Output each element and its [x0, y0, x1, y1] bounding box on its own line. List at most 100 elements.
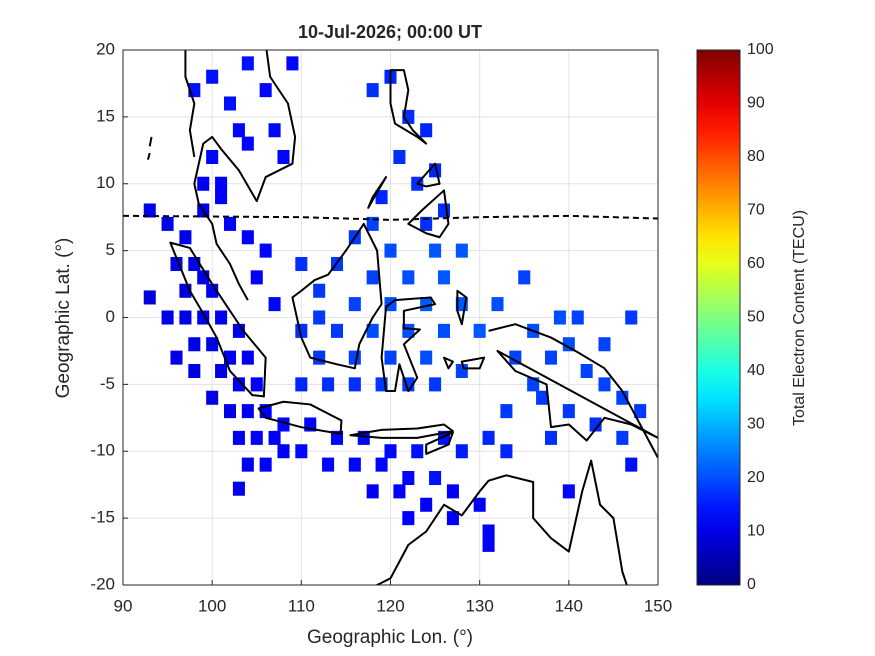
tec-patch [313, 283, 326, 298]
tec-patch [411, 444, 424, 459]
tec-patch [518, 270, 531, 285]
tec-patch [455, 363, 468, 379]
tec-patch [482, 524, 495, 539]
tec-patch [250, 430, 263, 445]
tec-patch [241, 136, 254, 151]
tec-patch [580, 363, 593, 379]
tec-patch [536, 390, 549, 405]
tec-patch [625, 457, 638, 472]
tec-patch [384, 444, 397, 459]
tec-patch [188, 256, 201, 272]
tec-patch [259, 83, 272, 98]
y-tick-label: 20 [96, 39, 115, 58]
tec-patch [429, 470, 442, 486]
tec-patch [562, 404, 575, 419]
tec-patch [179, 310, 192, 325]
tec-patch [277, 149, 290, 165]
tec-patch [250, 377, 263, 392]
tec-patch [197, 310, 210, 325]
tec-patch [366, 323, 379, 338]
x-tick-label: 120 [376, 596, 404, 615]
tec-patch [206, 69, 219, 84]
y-tick-label: 5 [106, 240, 115, 259]
tec-patch [348, 350, 361, 365]
tec-patch [268, 123, 281, 138]
y-tick-label: 0 [106, 307, 115, 326]
tec-patch [437, 270, 451, 285]
colorbar-tick-label: 30 [747, 416, 765, 433]
tec-patch [429, 243, 442, 258]
y-tick-label: -20 [90, 574, 115, 593]
tec-patch [143, 203, 156, 218]
colorbar-tick-label: 70 [747, 202, 765, 219]
tec-patch [232, 481, 245, 496]
y-tick-label: -15 [90, 508, 115, 527]
axes: 90 100 110 120 130 140 150 -20 -15 -10 -5 0 5 10 15 20 0… [90, 39, 773, 615]
x-tick-label: 90 [114, 596, 133, 615]
tec-patch [348, 377, 361, 392]
tec-patch [268, 297, 281, 312]
tec-patch [241, 457, 254, 472]
tec-patch [375, 457, 388, 472]
tec-patch [420, 497, 433, 512]
tec-patch [402, 511, 415, 526]
tec-patch [384, 350, 397, 365]
tec-patch [402, 470, 415, 486]
coastlines [123, 43, 658, 598]
tec-patch [179, 230, 192, 245]
tec-patch [616, 430, 629, 445]
tec-patch [268, 430, 281, 445]
tec-patch [295, 444, 308, 459]
chart-title: 10-Jul-2026; 00:00 UT [298, 22, 482, 42]
tec-patch [393, 149, 406, 165]
tec-patch [375, 190, 388, 205]
colorbar-tick-label: 50 [747, 309, 765, 326]
tec-patch [215, 190, 228, 205]
tec-patch [223, 216, 237, 231]
tec-patch [215, 176, 228, 191]
tec-patch [313, 350, 326, 365]
tec-patch [366, 270, 379, 285]
colorbar-tick-label: 100 [747, 41, 774, 58]
tec-patch [348, 457, 361, 472]
tec-patch [215, 310, 228, 325]
x-tick-label: 140 [555, 596, 583, 615]
tec-patch [544, 350, 558, 365]
y-tick-label: 15 [96, 106, 115, 125]
tec-patch [402, 270, 415, 285]
tec-patch [313, 310, 326, 325]
tec-patch [241, 350, 254, 365]
tec-patch [232, 377, 245, 392]
tec-patch [482, 537, 495, 552]
x-axis-label: Geographic Lon. (°) [307, 627, 473, 648]
tec-patch [330, 323, 344, 338]
colorbar-tick-label: 20 [747, 469, 765, 486]
tec-patch [322, 457, 335, 472]
colorbar-tick-label: 80 [747, 148, 765, 165]
tec-patch [420, 350, 433, 365]
tec-patch [188, 337, 201, 352]
tec-patch [437, 323, 451, 338]
tec-patch [562, 337, 575, 352]
tec-patch [286, 56, 299, 71]
tec-patch [562, 484, 575, 499]
tec-patch [143, 290, 156, 305]
colorbar-tick-label: 90 [747, 95, 765, 112]
tec-patch [446, 484, 459, 499]
tec-patch [170, 350, 183, 365]
tec-patch [429, 377, 442, 392]
tec-patch [473, 323, 486, 338]
tec-patch [634, 404, 647, 419]
tec-patch [455, 444, 468, 459]
tec-patch [197, 176, 210, 191]
tec-patch [571, 310, 584, 325]
tec-patch [589, 417, 602, 432]
y-tick-label: -5 [100, 374, 115, 393]
tec-patch [215, 363, 228, 379]
tec-patch [295, 256, 308, 272]
tec-patch [500, 404, 513, 419]
y-axis-label: Geographic Lat. (°) [53, 238, 74, 399]
tec-patch [161, 216, 174, 231]
colorbar [696, 49, 741, 586]
colorbar-tick-label: 10 [747, 523, 765, 540]
